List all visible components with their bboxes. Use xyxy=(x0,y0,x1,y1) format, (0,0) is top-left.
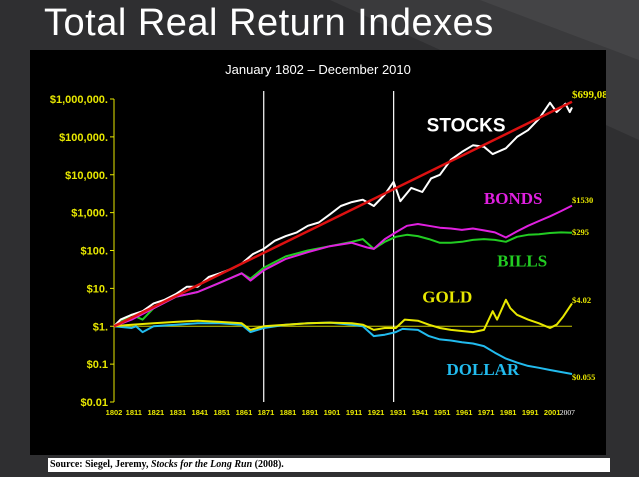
source-citation: Source: Siegel, Jeremy, Stocks for the L… xyxy=(48,458,610,472)
chart-plot: $0.01 $0.1 $1. $10. $100. $1,000. $10,000. $100… xyxy=(50,89,606,417)
series-name-stocks: STOCKS xyxy=(427,115,506,136)
x-tick-label: 1951 xyxy=(434,408,451,417)
x-tick-label: 1891 xyxy=(302,408,319,417)
x-tick-label: 1802 xyxy=(106,408,123,417)
series-name-bills: BILLS xyxy=(497,251,547,270)
series-name-bonds: BONDS xyxy=(484,189,543,208)
x-tick-label: 1931 xyxy=(390,408,407,417)
x-tick-label: 1841 xyxy=(192,408,209,417)
end-value-bills: $295 xyxy=(572,227,589,237)
end-value-dollar: $0.055 xyxy=(572,372,595,382)
y-tick-label: $1. xyxy=(93,321,108,333)
series-line-bills xyxy=(113,231,573,328)
x-tick-label: 1941 xyxy=(412,408,429,417)
x-tick-label: 1921 xyxy=(368,408,385,417)
end-value-stocks: $699,088 xyxy=(572,89,606,101)
x-tick-label: 1821 xyxy=(147,408,164,417)
source-suffix: (2008). xyxy=(252,459,284,470)
slide-title: Total Real Return Indexes xyxy=(44,2,494,44)
series-name-gold: GOLD xyxy=(422,288,472,307)
y-tick-label: $10,000. xyxy=(65,170,108,182)
source-prefix: Source: Siegel, Jeremy, xyxy=(50,459,151,470)
x-tick-label: 1831 xyxy=(170,408,187,417)
x-tick-label: 1851 xyxy=(214,408,231,417)
x-tick-label: 1901 xyxy=(324,408,341,417)
chart-subtitle: January 1802 – December 2010 xyxy=(225,62,411,77)
x-tick-label: 1881 xyxy=(280,408,297,417)
y-tick-label: $100. xyxy=(80,246,108,258)
x-extra-label: 2007 xyxy=(560,408,575,417)
y-tick-label: $10. xyxy=(87,283,108,295)
series-line-gold xyxy=(113,298,573,334)
series-line-bonds xyxy=(113,204,573,328)
y-tick-label: $100,000. xyxy=(59,132,108,144)
trend-line xyxy=(113,100,573,328)
x-tick-label: 1861 xyxy=(236,408,253,417)
chart-panel: January 1802 – December 2010 $0.01 $0.1 $1… xyxy=(30,50,606,455)
y-tick-label: $1,000,000. xyxy=(50,94,108,106)
x-tick-label: 1911 xyxy=(346,408,362,417)
x-tick-label: 1871 xyxy=(258,408,275,417)
y-tick-label: $0.1 xyxy=(87,359,108,371)
series-name-dollar: DOLLAR xyxy=(446,360,519,379)
y-tick-label: $0.01 xyxy=(80,397,108,409)
x-tick-label: 1961 xyxy=(456,408,473,417)
x-tick-label: 2001 xyxy=(544,408,561,417)
end-value-bonds: $1530 xyxy=(572,195,593,205)
y-tick-label: $1,000. xyxy=(71,208,108,220)
end-value-gold: $4.02 xyxy=(572,295,591,305)
source-book-title: Stocks for the Long Run xyxy=(151,459,253,470)
series-line-dollar xyxy=(113,321,573,375)
x-tick-label: 1981 xyxy=(500,408,517,417)
x-tick-label: 1811 xyxy=(126,408,142,417)
x-tick-label: 1971 xyxy=(478,408,495,417)
x-tick-label: 1991 xyxy=(522,408,539,417)
